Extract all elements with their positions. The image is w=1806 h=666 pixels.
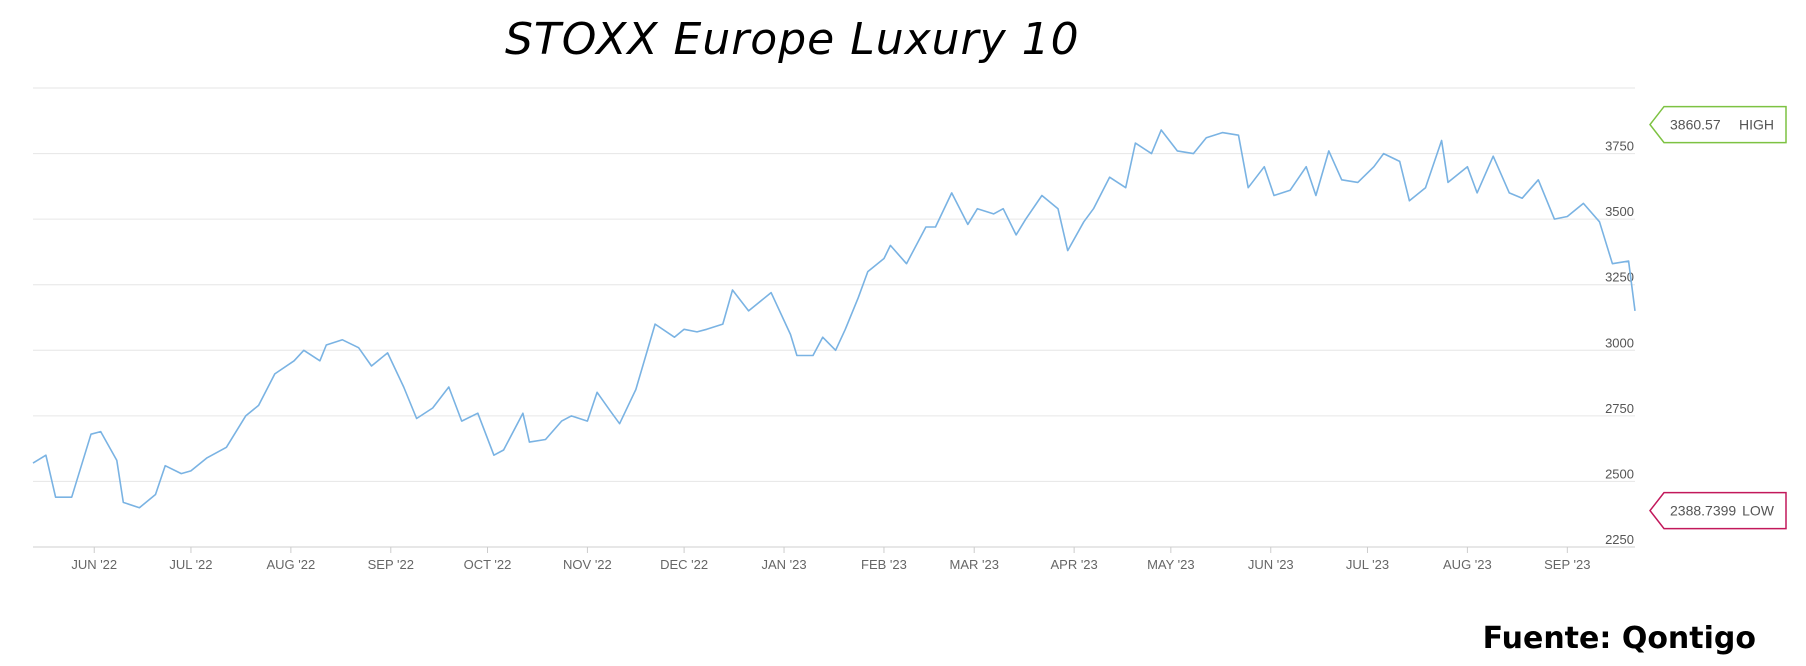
high-badge-shape bbox=[1649, 105, 1787, 144]
x-tick-label: OCT '22 bbox=[464, 557, 512, 572]
low-label: LOW bbox=[1742, 503, 1775, 519]
x-tick-label: JUL '22 bbox=[169, 557, 212, 572]
x-tick-label: DEC '22 bbox=[660, 557, 708, 572]
y-tick-label: 3000 bbox=[1605, 335, 1634, 350]
x-tick-label: JAN '23 bbox=[761, 557, 806, 572]
x-tick-label: AUG '23 bbox=[1443, 557, 1492, 572]
x-tick-label: AUG '22 bbox=[267, 557, 316, 572]
x-tick-label: SEP '22 bbox=[368, 557, 414, 572]
low-badge-shape bbox=[1649, 491, 1787, 530]
source-note: Fuente: Qontigo bbox=[1482, 621, 1756, 656]
series-line bbox=[32, 129, 1636, 509]
x-tick-label: JUL '23 bbox=[1346, 557, 1389, 572]
y-tick-label: 3500 bbox=[1605, 204, 1634, 219]
y-tick-label: 2750 bbox=[1605, 401, 1634, 416]
x-tick-label: MAR '23 bbox=[949, 557, 998, 572]
chart-title: STOXX Europe Luxury 10 bbox=[505, 14, 1080, 65]
y-tick-label: 3250 bbox=[1605, 270, 1634, 285]
x-tick-label: SEP '23 bbox=[1544, 557, 1590, 572]
low-value: 2388.7399 bbox=[1670, 503, 1736, 519]
gridlines bbox=[33, 87, 1635, 548]
x-tick-label: MAY '23 bbox=[1147, 557, 1195, 572]
x-tick-label: FEB '23 bbox=[861, 557, 907, 572]
x-tick-label: JUN '23 bbox=[1248, 557, 1294, 572]
y-tick-label: 2500 bbox=[1605, 466, 1634, 481]
x-tick-label: JUN '22 bbox=[71, 557, 117, 572]
x-tick-label: NOV '22 bbox=[563, 557, 612, 572]
high-value: 3860.57 bbox=[1670, 117, 1721, 133]
y-axis-ticks: 2250 2500 2750 3000 3250 3500 3750 bbox=[1605, 139, 1634, 547]
y-tick-label: 3750 bbox=[1605, 139, 1634, 154]
x-axis-ticks: JUN '22 JUL '22 AUG '22 SEP '22 OCT '22 NOV '… bbox=[71, 547, 1590, 572]
x-tick-label: APR '23 bbox=[1050, 557, 1097, 572]
high-badge: 3860.57 HIGH bbox=[1649, 105, 1787, 144]
low-badge: 2388.7399 LOW bbox=[1649, 491, 1787, 530]
y-tick-label: 2250 bbox=[1605, 532, 1634, 547]
high-label: HIGH bbox=[1739, 117, 1774, 133]
